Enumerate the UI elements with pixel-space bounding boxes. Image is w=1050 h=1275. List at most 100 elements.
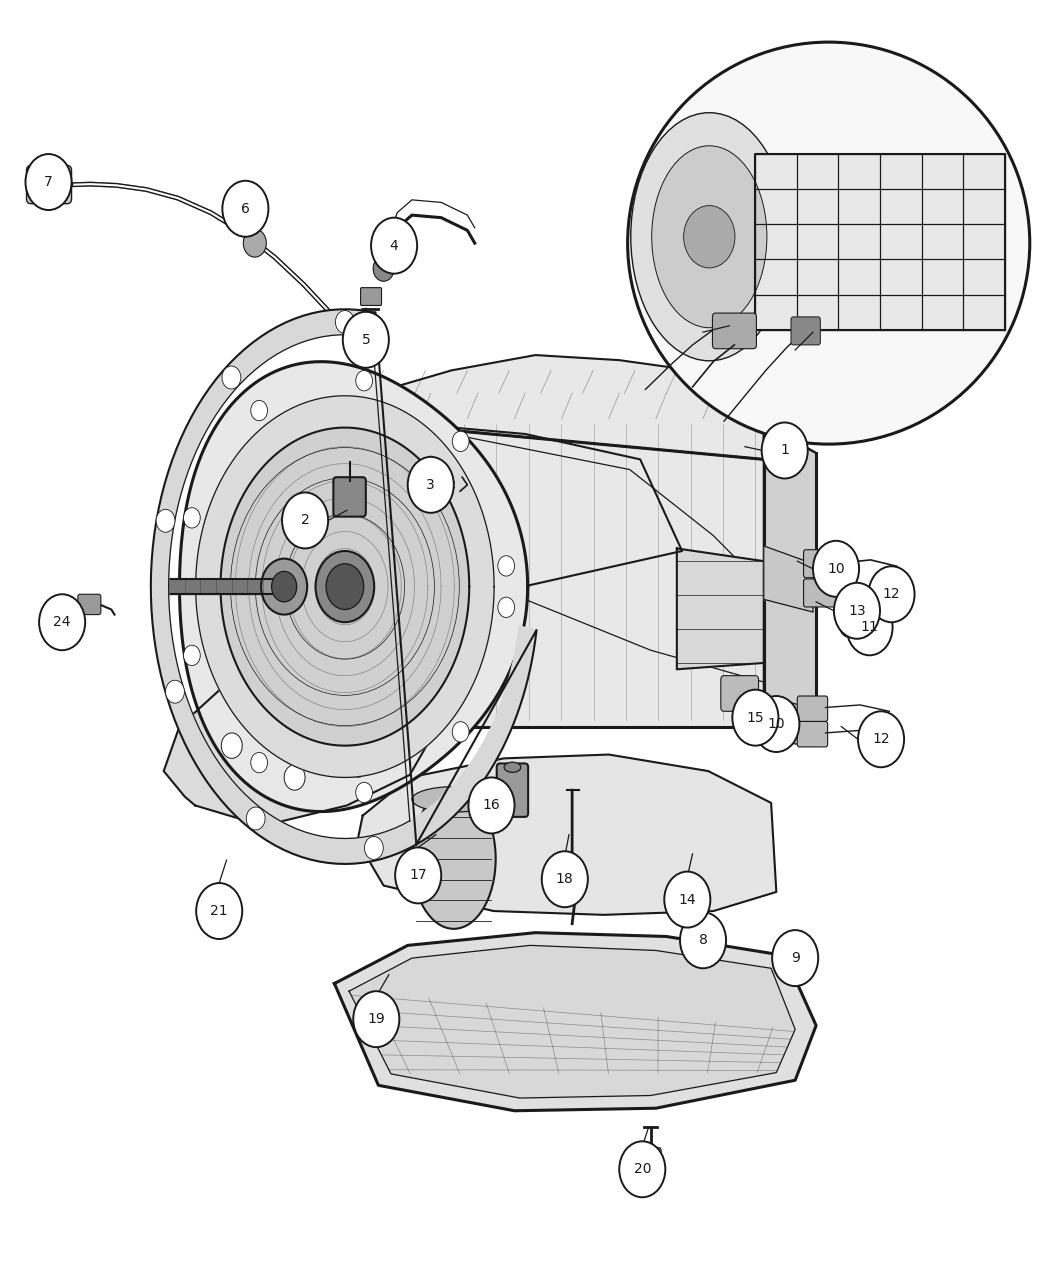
Circle shape [868, 566, 915, 622]
Circle shape [839, 612, 860, 638]
FancyBboxPatch shape [497, 764, 528, 817]
Text: 3: 3 [426, 478, 435, 492]
Circle shape [498, 597, 514, 617]
Circle shape [378, 701, 399, 727]
Text: 21: 21 [210, 904, 228, 918]
Circle shape [498, 556, 514, 576]
Circle shape [684, 205, 735, 268]
FancyBboxPatch shape [26, 166, 71, 204]
Circle shape [753, 696, 799, 752]
Text: 24: 24 [54, 616, 71, 630]
Circle shape [25, 154, 71, 210]
Circle shape [846, 599, 892, 655]
Circle shape [272, 571, 297, 602]
FancyBboxPatch shape [797, 722, 827, 747]
Circle shape [316, 551, 374, 622]
Circle shape [858, 711, 904, 768]
Text: 7: 7 [44, 175, 52, 189]
Polygon shape [327, 354, 763, 459]
Circle shape [680, 913, 726, 968]
Circle shape [251, 752, 268, 773]
FancyBboxPatch shape [803, 550, 837, 578]
Polygon shape [357, 755, 776, 915]
Circle shape [247, 807, 265, 830]
Text: 14: 14 [678, 892, 696, 907]
Text: 19: 19 [368, 1012, 385, 1026]
FancyBboxPatch shape [713, 314, 756, 348]
Circle shape [453, 722, 469, 742]
Polygon shape [151, 310, 416, 864]
Circle shape [285, 765, 306, 790]
Polygon shape [755, 154, 1005, 330]
Circle shape [223, 181, 269, 237]
Text: 17: 17 [410, 868, 427, 882]
Polygon shape [327, 418, 763, 727]
FancyBboxPatch shape [721, 676, 758, 711]
Circle shape [166, 681, 185, 703]
Circle shape [356, 371, 373, 391]
Polygon shape [220, 427, 469, 746]
Circle shape [282, 492, 328, 548]
Polygon shape [763, 423, 816, 727]
FancyBboxPatch shape [791, 317, 820, 346]
Circle shape [335, 311, 354, 334]
Ellipse shape [631, 112, 788, 361]
Polygon shape [161, 579, 279, 594]
Circle shape [772, 929, 818, 986]
Text: 8: 8 [698, 933, 708, 947]
Text: 16: 16 [483, 798, 501, 812]
Circle shape [356, 783, 373, 803]
Text: 9: 9 [791, 951, 800, 965]
Text: 13: 13 [848, 604, 866, 618]
Circle shape [761, 422, 807, 478]
Text: 6: 6 [240, 201, 250, 215]
Circle shape [371, 218, 417, 274]
Circle shape [222, 366, 240, 389]
Circle shape [732, 690, 778, 746]
Circle shape [184, 645, 201, 666]
Text: 10: 10 [827, 562, 845, 576]
Text: 5: 5 [361, 333, 371, 347]
Polygon shape [349, 945, 795, 1098]
FancyBboxPatch shape [797, 696, 827, 722]
Text: 20: 20 [633, 1163, 651, 1177]
Text: 12: 12 [883, 588, 900, 602]
Ellipse shape [504, 762, 521, 773]
Circle shape [39, 594, 85, 650]
FancyBboxPatch shape [360, 288, 381, 306]
Circle shape [342, 312, 388, 367]
FancyBboxPatch shape [333, 477, 365, 516]
Text: 12: 12 [873, 732, 889, 746]
Circle shape [251, 400, 268, 421]
FancyBboxPatch shape [78, 594, 101, 615]
Ellipse shape [412, 787, 496, 812]
Ellipse shape [412, 789, 496, 929]
Circle shape [346, 752, 367, 778]
Text: 10: 10 [768, 717, 785, 731]
Polygon shape [677, 548, 763, 669]
Text: 2: 2 [300, 514, 310, 528]
Polygon shape [763, 546, 813, 612]
Text: 1: 1 [780, 444, 790, 458]
Text: 11: 11 [861, 621, 879, 635]
Circle shape [813, 541, 859, 597]
Polygon shape [334, 932, 816, 1111]
Circle shape [395, 848, 441, 904]
Circle shape [620, 1141, 666, 1197]
Circle shape [327, 564, 363, 609]
Text: 4: 4 [390, 238, 398, 252]
Circle shape [222, 733, 243, 759]
Text: 18: 18 [555, 872, 573, 886]
Circle shape [453, 431, 469, 451]
Polygon shape [164, 666, 441, 826]
Circle shape [834, 583, 880, 639]
Circle shape [665, 872, 711, 928]
Circle shape [373, 256, 394, 282]
Ellipse shape [652, 145, 766, 328]
Text: 15: 15 [747, 710, 764, 724]
Circle shape [407, 456, 454, 513]
Circle shape [542, 852, 588, 908]
FancyBboxPatch shape [803, 579, 837, 607]
Ellipse shape [628, 42, 1030, 444]
Circle shape [244, 230, 267, 258]
